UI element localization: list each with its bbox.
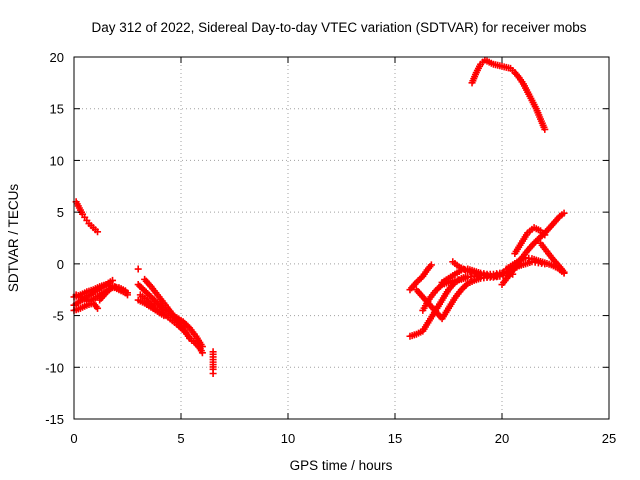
- series-arc1: [72, 198, 102, 236]
- chart-title: Day 312 of 2022, Sidereal Day-to-day VTE…: [92, 20, 587, 35]
- data-point: [109, 276, 117, 284]
- y-tick-label: 20: [50, 50, 64, 65]
- data-point: [541, 231, 549, 239]
- data-point: [94, 304, 102, 312]
- series-arc23: [537, 239, 568, 276]
- series-arc20: [498, 209, 568, 289]
- data-point: [560, 268, 568, 276]
- series-arc15: [406, 261, 435, 294]
- series-arc21: [511, 224, 549, 258]
- x-tick-label: 5: [177, 431, 184, 446]
- data-point: [94, 228, 102, 236]
- series-arc19: [449, 258, 502, 280]
- y-tick-label: -10: [45, 360, 64, 375]
- data-point: [186, 334, 194, 342]
- data-point: [198, 349, 206, 357]
- y-tick-label: -5: [52, 309, 64, 324]
- y-tick-label: -15: [45, 412, 64, 427]
- series-arc24: [468, 56, 549, 133]
- x-tick-label: 10: [281, 431, 295, 446]
- data-point: [494, 272, 502, 280]
- y-tick-label: 15: [50, 102, 64, 117]
- series-arc12: [134, 265, 142, 273]
- series-arc11: [190, 337, 206, 357]
- y-tick-label: 5: [57, 205, 64, 220]
- x-tick-label: 0: [70, 431, 77, 446]
- y-axis-label: SDTVAR / TECUs: [6, 184, 21, 293]
- data-point: [209, 369, 217, 377]
- y-tick-label: 0: [57, 257, 64, 272]
- series-arc6: [96, 283, 131, 304]
- x-axis-label: GPS time / hours: [290, 458, 393, 473]
- data-point: [160, 312, 168, 320]
- data-point: [560, 209, 568, 217]
- y-tick-label: 10: [50, 153, 64, 168]
- series-arc9: [141, 275, 194, 342]
- data-point: [134, 265, 142, 273]
- x-tick-label: 15: [388, 431, 402, 446]
- x-tick-label: 25: [602, 431, 616, 446]
- data-points: [70, 56, 568, 377]
- data-point: [124, 291, 131, 299]
- plot-frame: [73, 56, 610, 420]
- data-point: [541, 125, 549, 133]
- grid: [74, 57, 609, 419]
- data-point: [427, 261, 435, 269]
- series-arc13: [209, 348, 217, 377]
- series-arc10: [134, 296, 168, 320]
- axis-ticks: 0 5 10 15 20 25 -15 -10 -5 0 5 10 15 20: [45, 50, 616, 446]
- x-tick-label: 20: [495, 431, 509, 446]
